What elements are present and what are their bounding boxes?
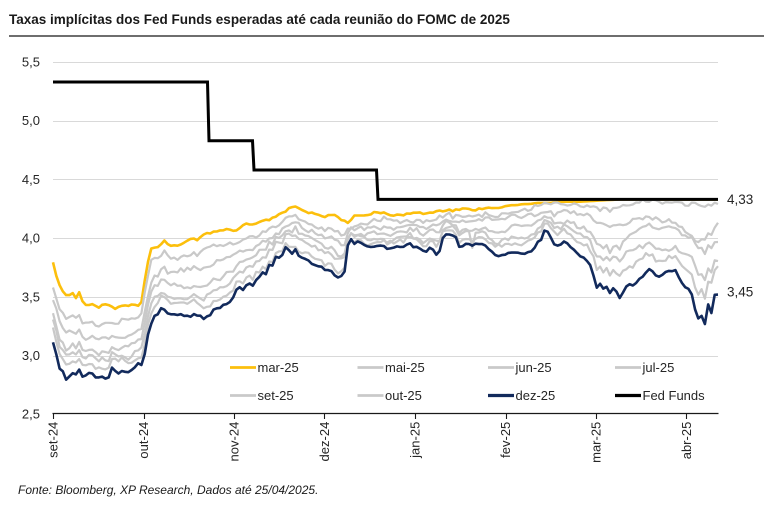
svg-text:set-24: set-24 — [46, 422, 61, 458]
svg-text:4,33: 4,33 — [727, 192, 753, 207]
svg-text:2,5: 2,5 — [22, 407, 40, 422]
svg-text:dez-25: dez-25 — [516, 388, 556, 403]
svg-text:set-25: set-25 — [258, 388, 294, 403]
svg-text:3,0: 3,0 — [22, 348, 40, 363]
svg-text:3,5: 3,5 — [22, 289, 40, 304]
svg-text:Fed Funds: Fed Funds — [643, 388, 706, 403]
svg-text:out-24: out-24 — [136, 422, 151, 459]
svg-text:5,5: 5,5 — [22, 55, 40, 70]
svg-text:mar-25: mar-25 — [258, 360, 299, 375]
svg-text:4,0: 4,0 — [22, 231, 40, 246]
svg-text:5,0: 5,0 — [22, 113, 40, 128]
svg-text:abr-25: abr-25 — [679, 422, 694, 460]
svg-text:mai-25: mai-25 — [385, 360, 425, 375]
svg-text:dez-24: dez-24 — [317, 422, 332, 462]
svg-text:jan-25: jan-25 — [408, 422, 423, 459]
svg-text:3,45: 3,45 — [727, 285, 753, 300]
svg-text:fev-25: fev-25 — [498, 422, 513, 458]
svg-text:4,5: 4,5 — [22, 172, 40, 187]
svg-text:jul-25: jul-25 — [642, 360, 675, 375]
svg-text:mar-25: mar-25 — [589, 422, 604, 463]
svg-text:jun-25: jun-25 — [515, 360, 552, 375]
svg-text:nov-24: nov-24 — [227, 422, 242, 462]
svg-text:out-25: out-25 — [385, 388, 422, 403]
